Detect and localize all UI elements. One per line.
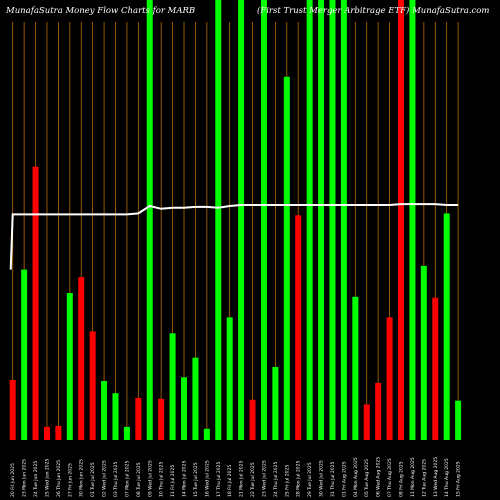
bar — [238, 0, 245, 440]
bar — [43, 426, 50, 440]
x-tick-label: 14 Mon Jul 2025 — [182, 460, 188, 497]
x-tick-label: 01 Tue Jul 2025 — [90, 462, 96, 497]
bar — [340, 0, 347, 440]
bar — [158, 398, 165, 440]
bar — [329, 0, 336, 440]
x-tick-label: 26 Thu Jun 2025 — [56, 460, 62, 497]
bar — [135, 397, 142, 440]
x-tick-label: 04 Mon Aug 2025 — [353, 457, 359, 497]
x-tick-label: 25 Wed Jun 2025 — [44, 459, 50, 497]
x-tick-label: 17 Thu Jul 2025 — [216, 462, 222, 497]
bar — [226, 317, 233, 440]
x-tick-label: 14 Thu Aug 2025 — [444, 458, 450, 497]
x-tick-label: 23 Mon Jun 2025 — [22, 459, 28, 497]
x-tick-label: 20 Fri Jun 2025 — [10, 463, 16, 497]
bar — [55, 425, 62, 440]
bar — [260, 0, 267, 440]
bar — [66, 293, 73, 440]
bar — [146, 0, 153, 440]
bar — [101, 381, 108, 440]
bar — [9, 380, 16, 440]
price-line — [9, 203, 459, 270]
x-tick-label: 08 Fri Aug 2025 — [398, 461, 404, 497]
x-tick-label: 15 Fri Aug 2025 — [456, 461, 462, 497]
bar — [181, 377, 188, 440]
x-tick-label: 24 Tue Jun 2025 — [33, 461, 39, 497]
bar — [306, 0, 313, 440]
x-tick-label: 05 Tue Aug 2025 — [364, 459, 370, 497]
bar — [21, 269, 28, 440]
x-tick-label: 30 Mon Jun 2025 — [79, 459, 85, 497]
x-tick-label: 13 Wed Aug 2025 — [433, 457, 439, 497]
bar — [375, 382, 382, 440]
x-tick-label: 29 Tue Jul 2025 — [307, 462, 313, 497]
bar-series — [9, 0, 462, 441]
bar — [283, 76, 290, 441]
bar — [443, 213, 450, 440]
x-axis-tick-labels: 20 Fri Jun 2025 23 Mon Jun 2025 24 Tue Jun… — [10, 457, 461, 497]
x-tick-label: 07 Thu Aug 2025 — [387, 458, 393, 497]
x-tick-label: 25 Fri Jul 2025 — [284, 465, 290, 497]
bar — [32, 166, 39, 440]
bar — [112, 393, 119, 440]
x-tick-label: 03 Thu Jul 2025 — [113, 462, 119, 497]
x-tick-label: 12 Tue Aug 2025 — [421, 459, 427, 497]
x-tick-label: 09 Wed Jul 2025 — [147, 460, 153, 497]
bar — [272, 366, 279, 440]
chart-title-left: MunafaSutra Money Flow Charts for MARB — [5, 6, 195, 16]
bar — [203, 428, 210, 440]
x-tick-label: 30 Wed Jul 2025 — [319, 460, 325, 497]
x-tick-label: 11 Fri Jul 2025 — [170, 465, 176, 497]
bar — [89, 331, 96, 440]
x-tick-label: 31 Thu Jul 2025 — [330, 462, 336, 497]
price-line-series — [9, 203, 459, 270]
x-tick-label: 10 Thu Jul 2025 — [159, 462, 165, 497]
x-tick-label: 18 Fri Jul 2025 — [227, 465, 233, 497]
x-tick-label: 24 Thu Jul 2025 — [273, 462, 279, 497]
x-tick-label: 22 Tue Jul 2025 — [250, 462, 256, 497]
bar — [409, 0, 416, 440]
x-tick-label: 08 Tue Jul 2025 — [136, 462, 142, 497]
x-tick-label: 02 Wed Jul 2025 — [102, 460, 108, 497]
x-tick-label: 27 Fri Jun 2025 — [67, 463, 73, 497]
bar — [363, 404, 370, 440]
bar — [352, 296, 359, 440]
x-tick-label: 21 Mon Jul 2025 — [239, 460, 245, 497]
bar — [169, 333, 176, 440]
bar — [386, 317, 393, 440]
bar — [318, 0, 325, 440]
bar — [123, 426, 130, 440]
x-tick-label: 28 Mon Jul 2025 — [296, 460, 302, 497]
bar — [432, 297, 439, 440]
x-tick-label: 01 Fri Aug 2025 — [341, 461, 347, 497]
bar — [192, 357, 199, 440]
x-tick-label: 23 Wed Jul 2025 — [261, 460, 267, 497]
bar — [249, 399, 256, 440]
x-tick-label: 07 Mon Jul 2025 — [124, 460, 130, 497]
x-tick-label: 16 Wed Jul 2025 — [204, 460, 210, 497]
x-tick-label: 06 Wed Aug 2025 — [376, 457, 382, 497]
chart-title-right: (First Trust Merger Arbitrage ETF) Munaf… — [257, 5, 489, 16]
x-tick-label: 11 Mon Aug 2025 — [410, 457, 416, 497]
bar — [455, 400, 462, 440]
x-tick-label: 15 Tue Jul 2025 — [193, 462, 199, 497]
bar — [397, 0, 404, 440]
bar — [78, 277, 85, 440]
bar — [295, 215, 302, 440]
bar — [420, 265, 427, 440]
bar — [215, 0, 222, 440]
